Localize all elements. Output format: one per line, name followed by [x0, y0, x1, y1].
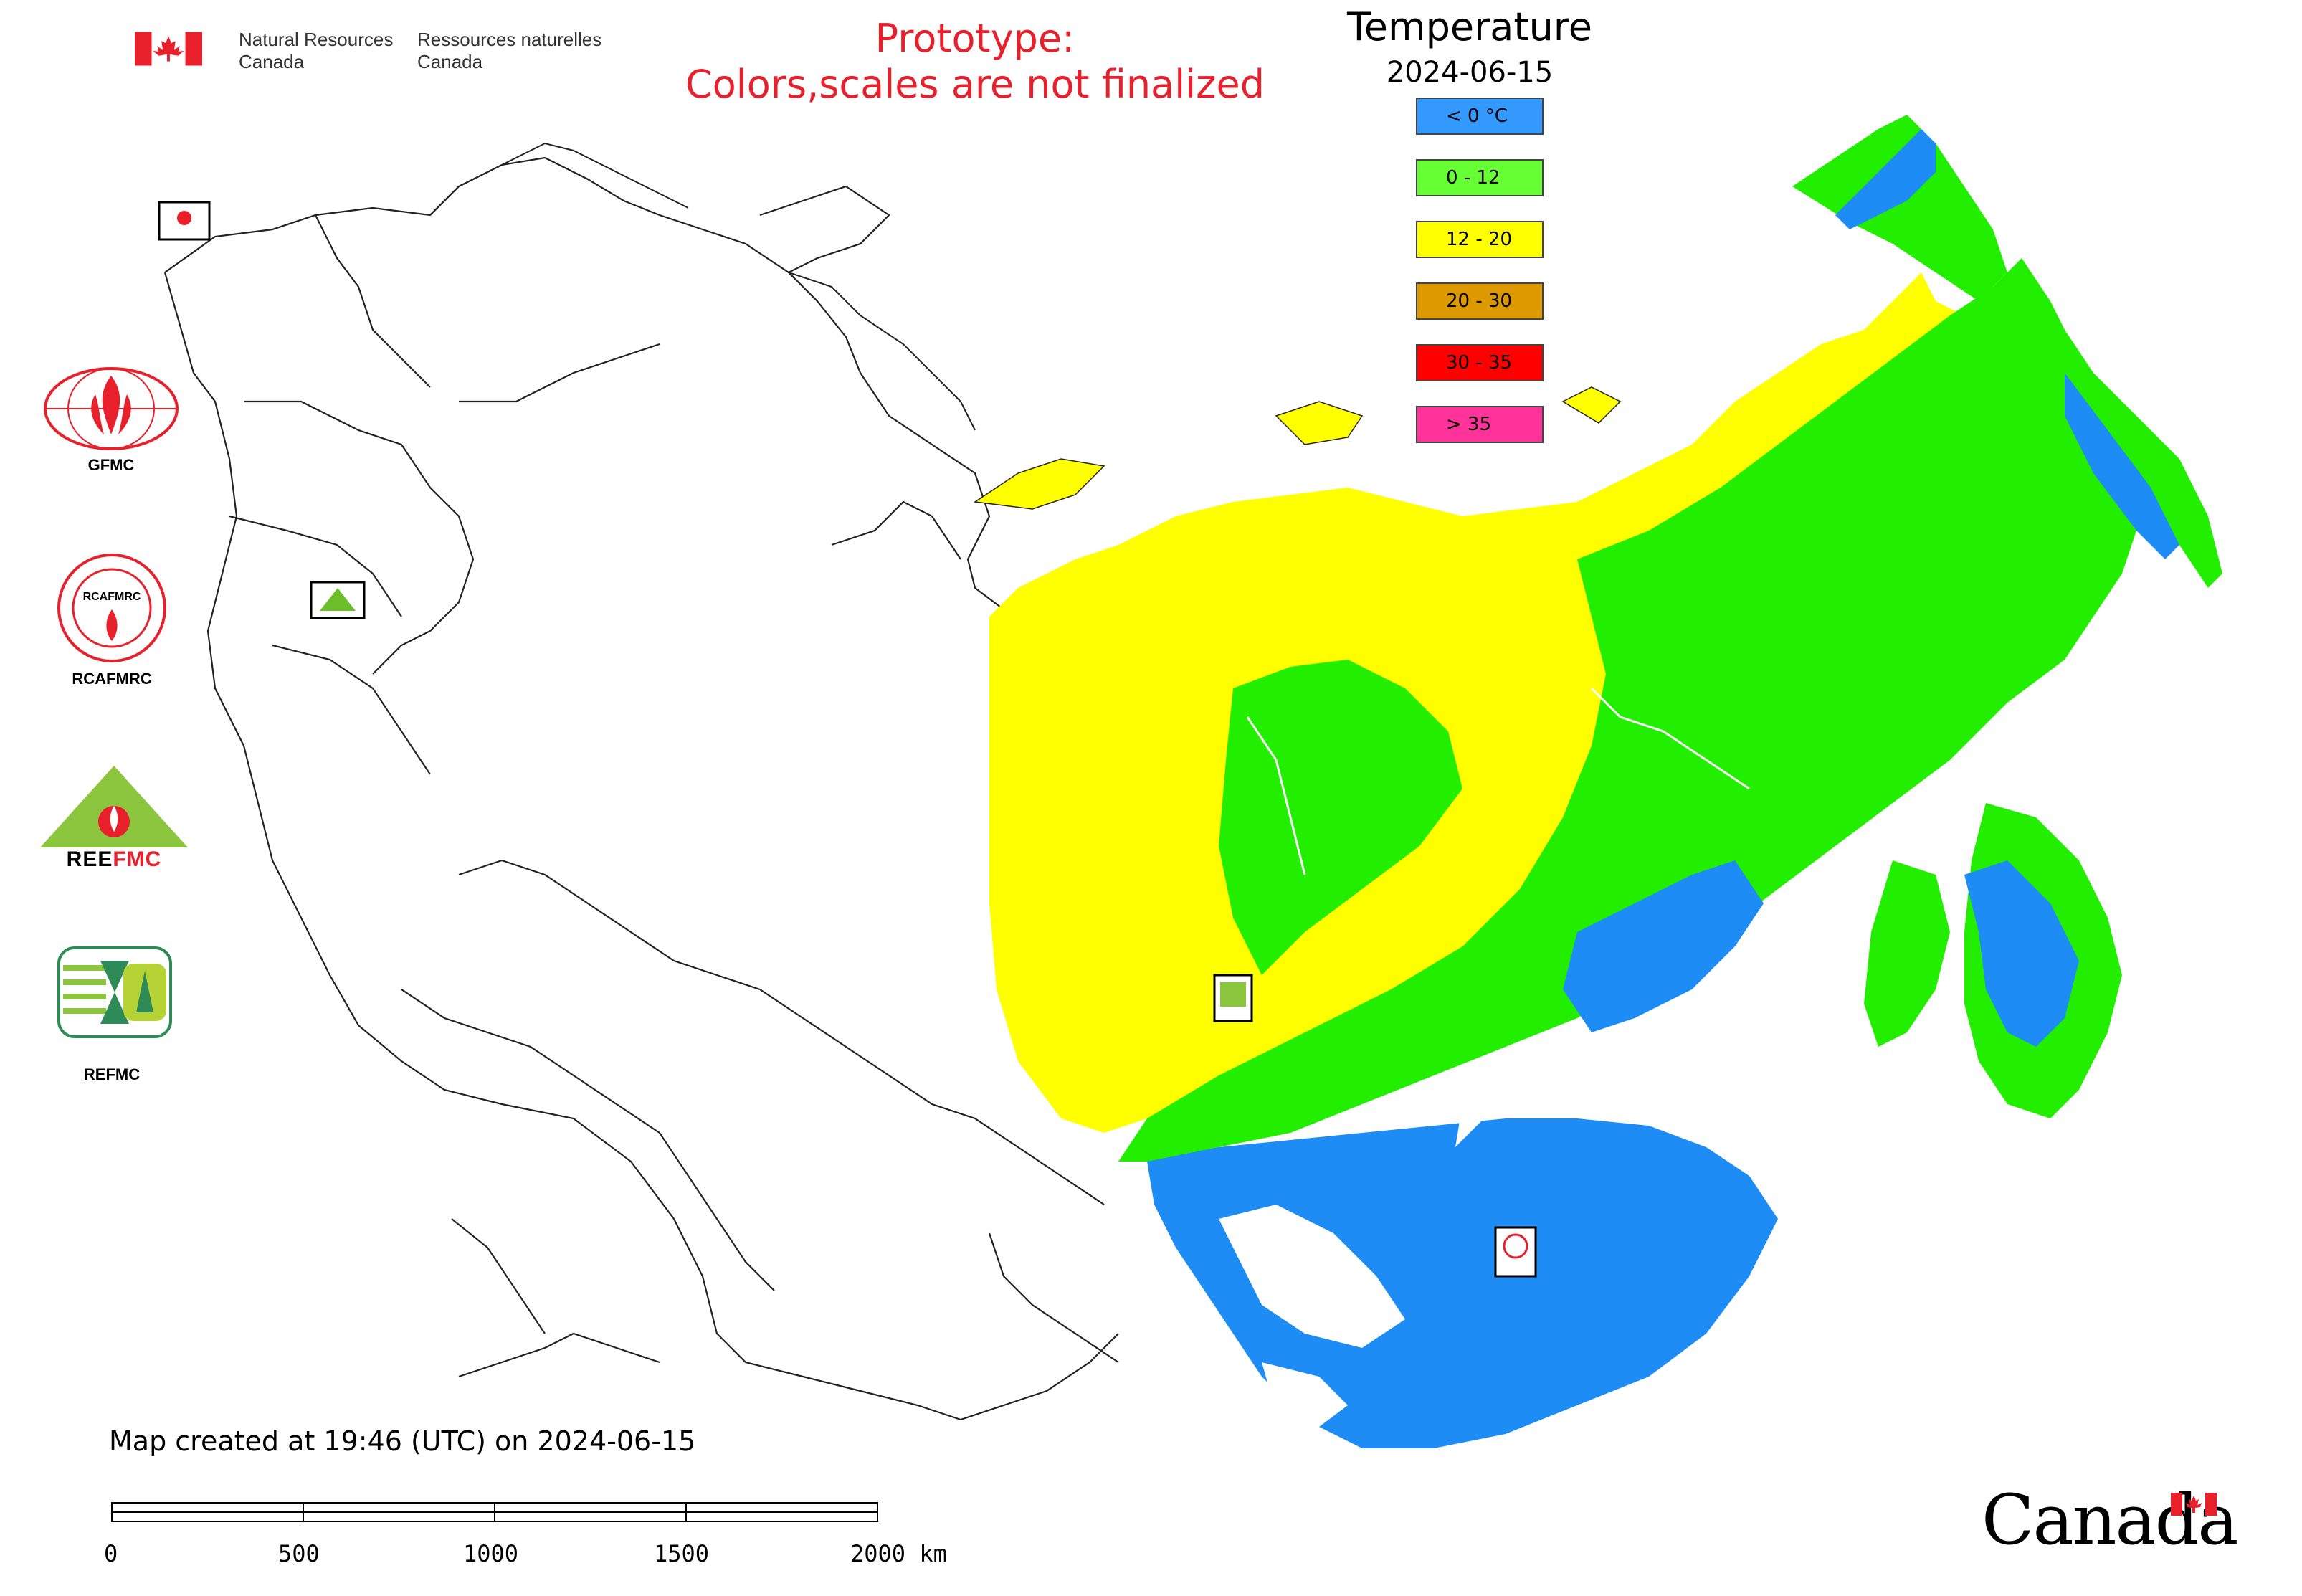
refmc-label: REFMC	[83, 1065, 141, 1083]
legend-item: 0 - 12	[1416, 159, 1544, 196]
reefmc-logo-icon: REEFMC	[40, 766, 188, 869]
coastline-north	[429, 142, 976, 431]
temperature-raster	[989, 115, 2222, 1448]
department-name-french: Ressources naturelles Canada	[417, 29, 602, 72]
canada-wordmark: Canada	[1982, 1480, 2238, 1560]
scale-tick-0: 0	[104, 1540, 118, 1567]
legend-item: 20 - 30	[1416, 282, 1544, 320]
legend-item: < 0 °C	[1416, 98, 1544, 135]
department-name-english: Natural Resources Canada	[239, 29, 394, 72]
rcafmrc-logo-icon: RCAFMRC	[57, 554, 166, 662]
wordmark-flag-icon	[2171, 1493, 2217, 1516]
country-outlines-west	[163, 156, 1119, 1421]
scale-tick-2000: 2000 km	[850, 1540, 947, 1567]
canada-flag-icon	[135, 32, 202, 66]
scale-bar	[111, 1502, 878, 1522]
scale-tick-1000: 1000	[463, 1540, 519, 1567]
scale-tick-500: 500	[278, 1540, 320, 1567]
svg-text:RCAFMRC: RCAFMRC	[83, 591, 141, 603]
legend-date: 2024-06-15	[1386, 56, 1554, 89]
legend-item: 12 - 20	[1416, 221, 1544, 258]
legend-title: Temperature	[1346, 4, 1593, 49]
legend-item: > 35	[1416, 406, 1544, 443]
map-created-timestamp: Map created at 19:46 (UTC) on 2024-06-15	[109, 1425, 696, 1457]
svg-text:REEFMC: REEFMC	[67, 847, 162, 869]
legend-item: 30 - 35	[1416, 344, 1544, 381]
arctic-islands	[973, 386, 1622, 510]
prototype-notice: Prototype: Colors,scales are not finaliz…	[685, 16, 1265, 107]
refmc-logo-icon	[57, 946, 172, 1038]
gfmc-label: GFMC	[87, 456, 135, 474]
rcafmrc-label: RCAFMRC	[72, 670, 152, 688]
gfmc-logo-icon	[44, 367, 179, 450]
scale-tick-1500: 1500	[654, 1540, 710, 1567]
